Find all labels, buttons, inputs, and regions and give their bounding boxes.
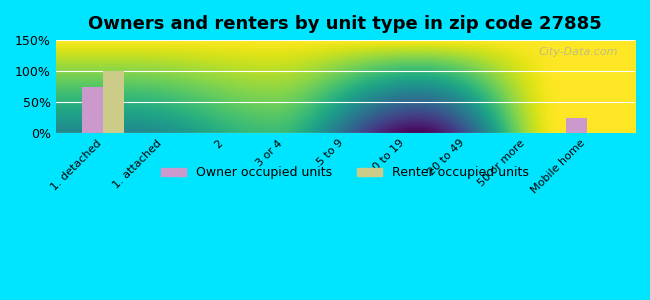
- Bar: [82, 87, 103, 133]
- Bar: [566, 118, 588, 133]
- Bar: [103, 71, 124, 133]
- Legend: Owner occupied units, Renter occupied units: Owner occupied units, Renter occupied un…: [157, 161, 534, 184]
- Title: Owners and renters by unit type in zip code 27885: Owners and renters by unit type in zip c…: [88, 15, 603, 33]
- Text: City-Data.com: City-Data.com: [538, 46, 617, 57]
